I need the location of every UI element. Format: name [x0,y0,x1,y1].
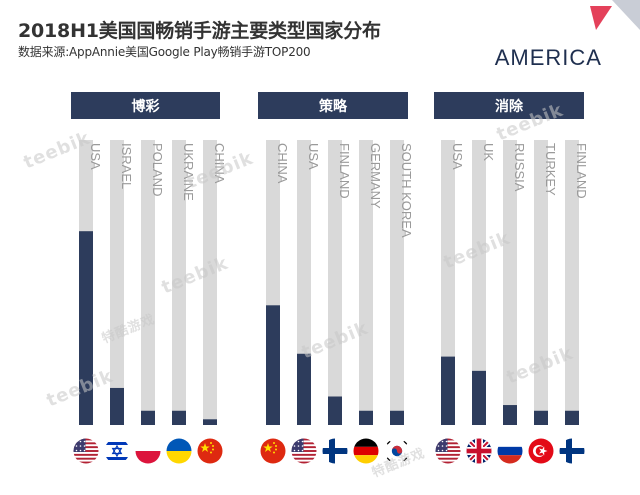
category-label: TURKEY [543,143,558,196]
category-label: ISRAEL [119,143,134,189]
germany-flag-icon [353,438,379,464]
category-label: USA [306,143,321,170]
bar [328,396,342,425]
bar [203,419,217,425]
bar-track [328,140,342,425]
panel-header-strategy: 策略 [258,92,408,119]
bar [565,410,579,425]
category-label: UKRAINE [181,143,196,201]
ukraine-flag-icon [166,438,192,464]
bar-track [534,140,548,425]
bar [359,410,373,425]
bar-track [110,140,124,425]
region-label: AMERICA [494,45,602,70]
bar [297,353,311,425]
bar-track [141,140,155,425]
category-label: FINLAND [337,143,352,199]
category-label: USA [450,143,465,170]
turkey-flag-icon [528,438,554,464]
corner-logo-icon [590,0,640,30]
china-flag-icon [260,438,286,464]
bar [172,410,186,425]
poland-flag-icon [135,438,161,464]
chart-subtitle: 数据来源:AppAnnie美国Google Play畅销手游TOP200 [18,45,311,59]
bar [79,231,93,425]
us-flag-icon [73,438,99,464]
bar [390,410,404,425]
bar-track [472,140,486,425]
category-label: CHINA [275,143,290,184]
bar [141,410,155,425]
russia-flag-icon [497,438,523,464]
china-flag-icon [197,438,223,464]
category-label: FINLAND [574,143,589,199]
bar-track [503,140,517,425]
chart-title: 2018H1美国国畅销手游主要类型国家分布 [18,20,381,42]
category-label: UK [481,143,496,161]
korea-flag-icon [384,438,410,464]
us-flag-icon [291,438,317,464]
bar-track [390,140,404,425]
category-label: CHINA [212,143,227,184]
bar-track [172,140,186,425]
bar [266,305,280,425]
us-flag-icon [435,438,461,464]
category-label: RUSSIA [512,143,527,192]
israel-flag-icon [104,438,130,464]
panel-header-match: 消除 [434,92,584,119]
bar-track [203,140,217,425]
category-label: GERMANY [368,143,383,209]
panel-header-gambling: 博彩 [71,92,220,119]
finland-flag-icon [322,438,348,464]
category-label: USA [88,143,103,170]
finland-flag-icon [559,438,585,464]
bar [503,405,517,425]
bar [472,370,486,425]
bar [534,410,548,425]
category-label: POLAND [150,143,165,196]
uk-flag-icon [466,438,492,464]
bar-track [359,140,373,425]
bar-track [441,140,455,425]
category-label: SOUTH KOREA [399,143,414,238]
bar-track [565,140,579,425]
bar [110,387,124,425]
bar [441,356,455,425]
